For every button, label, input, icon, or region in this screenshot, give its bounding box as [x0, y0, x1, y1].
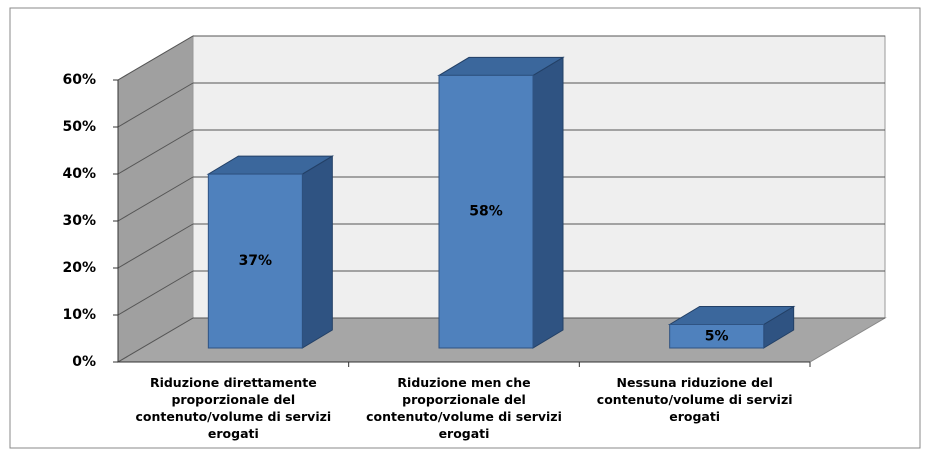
x-tick-label: Riduzione direttamente proporzionale del… [135, 375, 332, 441]
data-label: 37% [239, 253, 273, 269]
bar [438, 74, 534, 349]
y-tick-label: 0% [72, 354, 96, 370]
x-tick-label: Nessuna riduzione del contenuto/volume d… [596, 375, 793, 424]
y-tick-label: 40% [62, 166, 96, 182]
bar-side [301, 155, 333, 349]
grid-line-side [117, 223, 194, 269]
y-tick-label: 30% [62, 213, 96, 229]
data-label: 5% [705, 328, 729, 344]
data-label: 58% [469, 204, 503, 220]
bar [207, 173, 303, 349]
bar [669, 324, 765, 349]
y-tick-label: 20% [62, 260, 96, 276]
grid-line-side [117, 82, 194, 128]
grid-line-side [117, 35, 194, 81]
x-tick-label: Riduzione men che proporzionale del cont… [366, 375, 562, 441]
y-tick-label: 60% [62, 72, 96, 88]
y-tick-label: 10% [62, 307, 96, 323]
y-tick-label: 50% [62, 119, 96, 135]
grid-line-side [117, 317, 194, 363]
grid-line-side [117, 176, 194, 222]
bar-side [532, 56, 564, 349]
grid-line-side [117, 270, 194, 316]
grid-line-side [117, 129, 194, 175]
